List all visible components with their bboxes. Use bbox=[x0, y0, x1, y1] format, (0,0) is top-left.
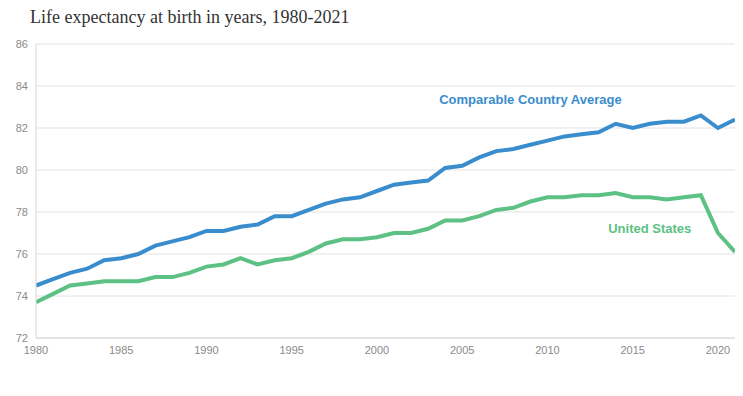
svg-text:86: 86 bbox=[16, 38, 28, 50]
svg-text:78: 78 bbox=[16, 206, 28, 218]
svg-text:82: 82 bbox=[16, 122, 28, 134]
svg-text:84: 84 bbox=[16, 80, 28, 92]
svg-text:1995: 1995 bbox=[279, 344, 303, 356]
svg-text:2000: 2000 bbox=[365, 344, 389, 356]
svg-text:2010: 2010 bbox=[535, 344, 559, 356]
svg-text:2020: 2020 bbox=[706, 344, 730, 356]
svg-text:1985: 1985 bbox=[109, 344, 133, 356]
svg-text:1990: 1990 bbox=[194, 344, 218, 356]
svg-text:United States: United States bbox=[608, 221, 691, 236]
svg-text:76: 76 bbox=[16, 248, 28, 260]
svg-text:80: 80 bbox=[16, 164, 28, 176]
svg-text:2005: 2005 bbox=[450, 344, 474, 356]
html-text:Life expectancy at birth in ye: Life expectancy at birth in years, 1980-… bbox=[30, 7, 350, 27]
svg-text:2015: 2015 bbox=[620, 344, 644, 356]
svg-text:74: 74 bbox=[16, 290, 28, 302]
svg-text:72: 72 bbox=[16, 332, 28, 344]
svg-text:Comparable Country Average: Comparable Country Average bbox=[439, 92, 622, 107]
svg-text:1980: 1980 bbox=[24, 344, 48, 356]
